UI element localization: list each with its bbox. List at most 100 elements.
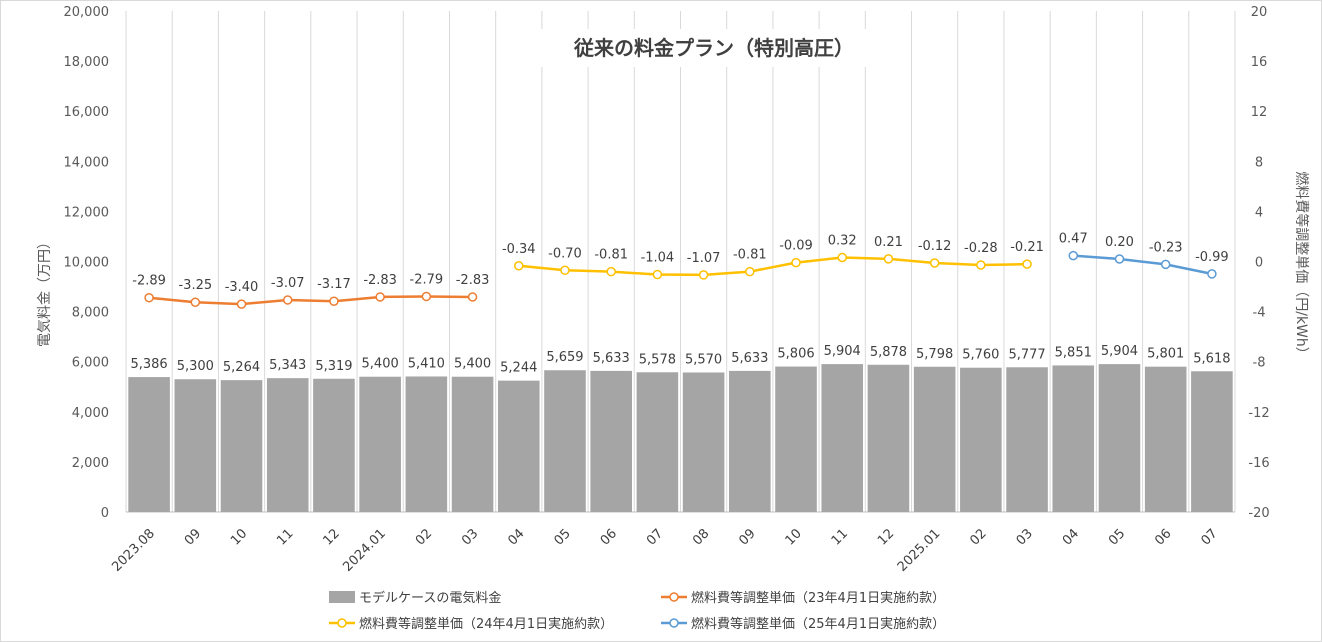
series-point (652, 269, 663, 280)
x-tick-label: 10 (228, 526, 250, 548)
series-point (282, 295, 293, 305)
bar-data-label: 5,904 (1101, 344, 1138, 359)
y-right-tick-label: 8 (1255, 155, 1263, 170)
legend-marker (337, 618, 347, 628)
bar (729, 370, 771, 512)
x-tick-label: 2023.08 (109, 526, 158, 575)
y-right-axis-title: 燃料費等調整単価（円/kWh） (1293, 171, 1310, 361)
x-tick-label: 12 (875, 526, 897, 548)
y-left-tick-label: 0 (101, 506, 109, 521)
series-point (837, 252, 847, 263)
series-point (144, 292, 154, 303)
series-point (606, 266, 616, 277)
legend-label: 燃料費等調整単価（24年4月1日実施約款） (359, 616, 613, 632)
bar (359, 376, 401, 512)
bar-data-label: 5,777 (1008, 347, 1045, 362)
chart-title: 従来の料金プラン（特別高圧） (573, 36, 854, 60)
point-data-label: -0.09 (779, 239, 813, 254)
y-right-tick-label: -20 (1248, 506, 1269, 521)
y-right-tick-label: -4 (1253, 306, 1266, 321)
bar (174, 379, 217, 512)
y-left-tick-label: 6,000 (72, 356, 109, 371)
series-point (236, 299, 247, 309)
bar (220, 380, 263, 512)
bar-data-label: 5,264 (223, 360, 260, 375)
x-tick-label: 02 (967, 526, 989, 548)
point-data-label: -0.34 (502, 242, 536, 257)
series-point (375, 292, 385, 302)
legend-label: 燃料費等調整単価（25年4月1日実施約款） (691, 616, 945, 632)
point-data-label: -2.79 (410, 272, 444, 287)
series-point (883, 254, 894, 264)
bar-data-label: 5,806 (777, 347, 814, 362)
x-tick-label: 10 (783, 526, 805, 548)
bar-data-label: 5,801 (1147, 347, 1184, 362)
series-point (929, 258, 940, 268)
series-point (190, 297, 201, 307)
y-right-tick-label: -12 (1248, 406, 1269, 421)
bar-data-label: 5,760 (962, 348, 999, 363)
bar-data-label: 5,386 (130, 357, 167, 372)
bar (682, 372, 725, 512)
point-data-label: -3.17 (317, 277, 351, 292)
y-right-tick-label: 16 (1251, 55, 1268, 70)
bar (1052, 365, 1095, 512)
bar (544, 370, 586, 512)
x-tick-label: 04 (505, 526, 527, 548)
bar-data-label: 5,319 (315, 359, 352, 374)
bar (1098, 364, 1141, 512)
bar (960, 367, 1002, 512)
legend-swatch (329, 591, 355, 603)
chart-title-background (541, 29, 887, 67)
series-point (976, 260, 986, 270)
x-tick-label: 03 (459, 526, 481, 548)
series-point (467, 292, 478, 302)
bar-data-label: 5,851 (1055, 345, 1092, 360)
bar (1191, 371, 1233, 512)
series-point (698, 270, 709, 280)
point-data-label: -2.83 (363, 273, 397, 288)
x-tick-label: 07 (644, 526, 666, 548)
series-point (1114, 254, 1125, 264)
x-tick-label: 02 (413, 526, 435, 548)
x-tick-label: 07 (1198, 526, 1220, 548)
bar-data-label: 5,798 (916, 347, 953, 362)
bar-data-label: 5,400 (454, 357, 491, 372)
series-point (421, 291, 432, 302)
x-tick-label: 06 (1152, 526, 1174, 548)
bar-data-label: 5,618 (1193, 351, 1230, 366)
bar-data-label: 5,343 (269, 358, 306, 373)
x-tick-label: 09 (182, 526, 204, 548)
bar-data-label: 5,904 (824, 344, 861, 359)
bar-data-label: 5,300 (177, 359, 214, 374)
x-tick-label: 04 (1060, 526, 1082, 548)
series-point (514, 261, 524, 271)
point-data-label: -1.07 (687, 251, 721, 266)
series-line (518, 256, 1028, 277)
x-tick-label: 03 (1014, 526, 1036, 548)
legend-marker (669, 592, 679, 602)
x-tick-label: 2025.01 (895, 526, 944, 575)
bar (590, 370, 632, 512)
y-left-tick-label: 12,000 (64, 205, 110, 220)
y-right-tick-label: 0 (1255, 256, 1263, 271)
y-right-tick-label: -8 (1253, 356, 1266, 371)
y-right-tick-label: 4 (1255, 205, 1263, 220)
y-left-tick-label: 4,000 (72, 406, 109, 421)
series-point (745, 266, 755, 277)
point-data-label: -0.28 (964, 241, 998, 256)
bar (128, 377, 170, 512)
series-point (329, 296, 339, 306)
point-data-label: -0.23 (1149, 240, 1183, 255)
bar (313, 378, 355, 512)
bar (775, 366, 817, 512)
bar-data-label: 5,570 (685, 352, 722, 367)
bar-data-label: 5,410 (408, 356, 445, 371)
y-left-tick-label: 20,000 (64, 5, 110, 20)
series-point (1207, 269, 1217, 279)
point-data-label: -3.40 (225, 280, 259, 295)
point-data-label: -2.83 (456, 273, 490, 288)
x-tick-label: 05 (1106, 526, 1128, 548)
